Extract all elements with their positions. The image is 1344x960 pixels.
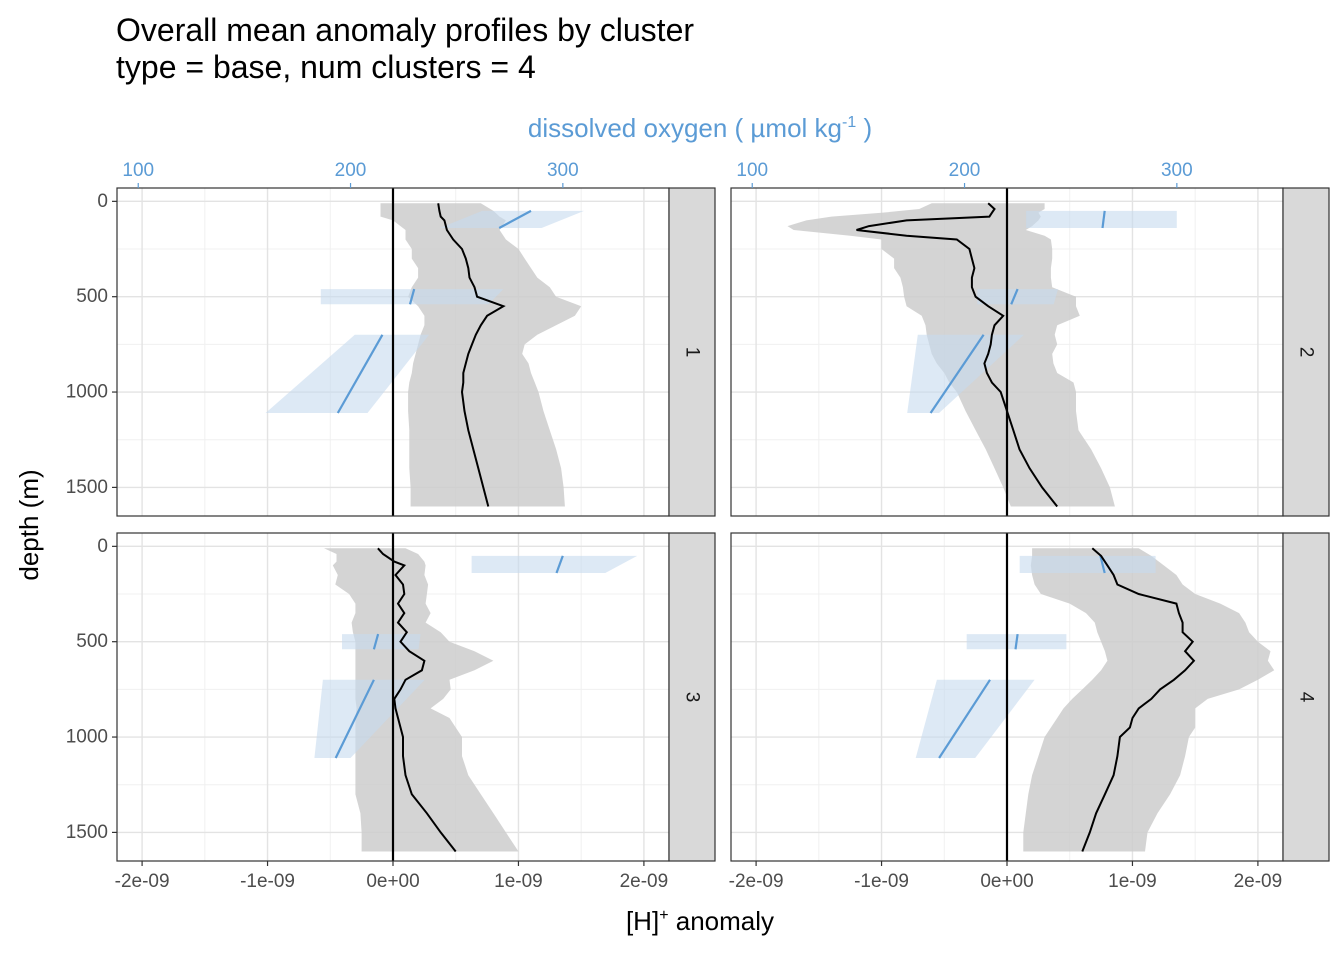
oxygen-ribbon	[471, 555, 638, 573]
facet-strip-label: 4	[1296, 692, 1317, 703]
y-tick-label: 500	[76, 286, 108, 307]
facet-strip-label: 1	[682, 347, 703, 358]
secondary-x-tick-label: 300	[547, 160, 579, 181]
oxygen-mean-line	[336, 334, 384, 414]
x-axis-title-main: [H]	[626, 906, 659, 936]
h-anomaly-ribbon	[324, 548, 519, 852]
panel-2: 2 100 200 300	[730, 160, 1330, 517]
panel-4: 4 -2e-09 -1e-09 0e+00 1e-09 2e-09	[729, 532, 1330, 892]
panel-1: 1 0 500 1000 1500 100 200 300	[66, 160, 716, 517]
x-tick-label: -1e-09	[854, 871, 909, 892]
h-anomaly-mean-line	[437, 203, 506, 507]
secondary-x-axis-title: dissolved oxygen ( µmol kg-1 )	[528, 113, 872, 143]
oxygen-ribbon	[314, 679, 425, 758]
x-axis-title-end: anomaly	[669, 906, 775, 936]
oxygen-mean-line	[1101, 210, 1106, 229]
x-tick-label: 0e+00	[366, 871, 419, 892]
secondary-x-tick-label: 300	[1161, 160, 1193, 181]
y-axis-title: depth (m)	[14, 469, 44, 580]
facet-strip	[668, 532, 716, 862]
secondary-x-tick-label: 200	[949, 160, 981, 181]
facet-strip-label: 2	[1296, 347, 1317, 358]
panel-3: 3 0 500 1000 1500 -2e-09 -1e-09 0e+00 1e-09 2e-09	[66, 532, 716, 892]
facet-strip	[668, 187, 716, 517]
y-tick-label: 500	[76, 631, 108, 652]
h-anomaly-mean-line	[1081, 547, 1196, 852]
oxygen-ribbon	[342, 634, 421, 650]
facet-strip	[1282, 187, 1330, 517]
facet-strip-label: 3	[682, 692, 703, 703]
x-tick-label: -2e-09	[115, 871, 170, 892]
secondary-x-axis-title-end: )	[856, 113, 872, 143]
x-tick-label: -1e-09	[240, 871, 295, 892]
oxygen-ribbon	[1026, 210, 1177, 228]
x-tick-label: 1e-09	[494, 871, 543, 892]
oxygen-mean-line	[1014, 633, 1019, 650]
x-tick-label: 1e-09	[1108, 871, 1157, 892]
oxygen-mean-line	[929, 334, 985, 414]
facet-panels: 1 0 500 1000 1500 100 200 300 2 100 200 300 3 0 500 100…	[66, 160, 1330, 892]
oxygen-mean-line	[1010, 288, 1019, 305]
oxygen-mean-line	[938, 679, 991, 759]
secondary-x-tick-label: 200	[335, 160, 367, 181]
oxygen-mean-line	[408, 288, 416, 305]
secondary-x-axis-title-main: dissolved oxygen ( µmol kg	[528, 113, 842, 143]
oxygen-mean-line	[334, 679, 375, 759]
chart-subtitle: type = base, num clusters = 4	[116, 49, 536, 85]
y-tick-label: 0	[97, 191, 108, 212]
secondary-x-axis-title-superscript: -1	[842, 114, 856, 131]
oxygen-mean-line	[1099, 555, 1106, 574]
x-tick-label: 2e-09	[1234, 871, 1283, 892]
h-anomaly-ribbon	[380, 203, 582, 507]
oxygen-ribbon	[977, 289, 1058, 305]
oxygen-ribbon	[915, 679, 1035, 758]
y-tick-label: 1500	[66, 477, 108, 498]
secondary-x-tick-label: 100	[736, 160, 768, 181]
oxygen-mean-line	[498, 209, 532, 229]
x-axis-title: [H]+ anomaly	[626, 906, 774, 936]
y-tick-label: 1000	[66, 382, 108, 403]
chart-title: Overall mean anomaly profiles by cluster	[116, 12, 694, 48]
oxygen-mean-line	[555, 555, 564, 574]
h-anomaly-mean-line	[856, 202, 1058, 508]
y-tick-label: 1500	[66, 822, 108, 843]
facet-strip	[1282, 532, 1330, 862]
h-anomaly-mean-line	[377, 547, 457, 853]
oxygen-mean-line	[372, 633, 380, 650]
oxygen-ribbon	[265, 334, 430, 413]
secondary-x-tick-label: 100	[122, 160, 154, 181]
oxygen-ribbon	[907, 334, 1024, 413]
oxygen-ribbon	[439, 210, 585, 228]
x-axis-title-superscript: +	[659, 907, 668, 924]
x-tick-label: 0e+00	[980, 871, 1033, 892]
y-tick-label: 0	[97, 536, 108, 557]
oxygen-ribbon	[1019, 555, 1156, 573]
x-tick-label: -2e-09	[729, 871, 784, 892]
y-tick-label: 1000	[66, 727, 108, 748]
x-tick-label: 2e-09	[620, 871, 669, 892]
